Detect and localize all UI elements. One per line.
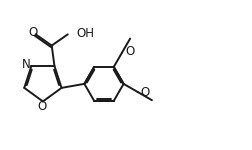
Text: O: O [141, 86, 150, 99]
Text: O: O [125, 45, 134, 58]
Text: OH: OH [76, 27, 94, 40]
Text: O: O [28, 26, 38, 39]
Text: N: N [22, 58, 31, 71]
Text: O: O [37, 100, 46, 113]
